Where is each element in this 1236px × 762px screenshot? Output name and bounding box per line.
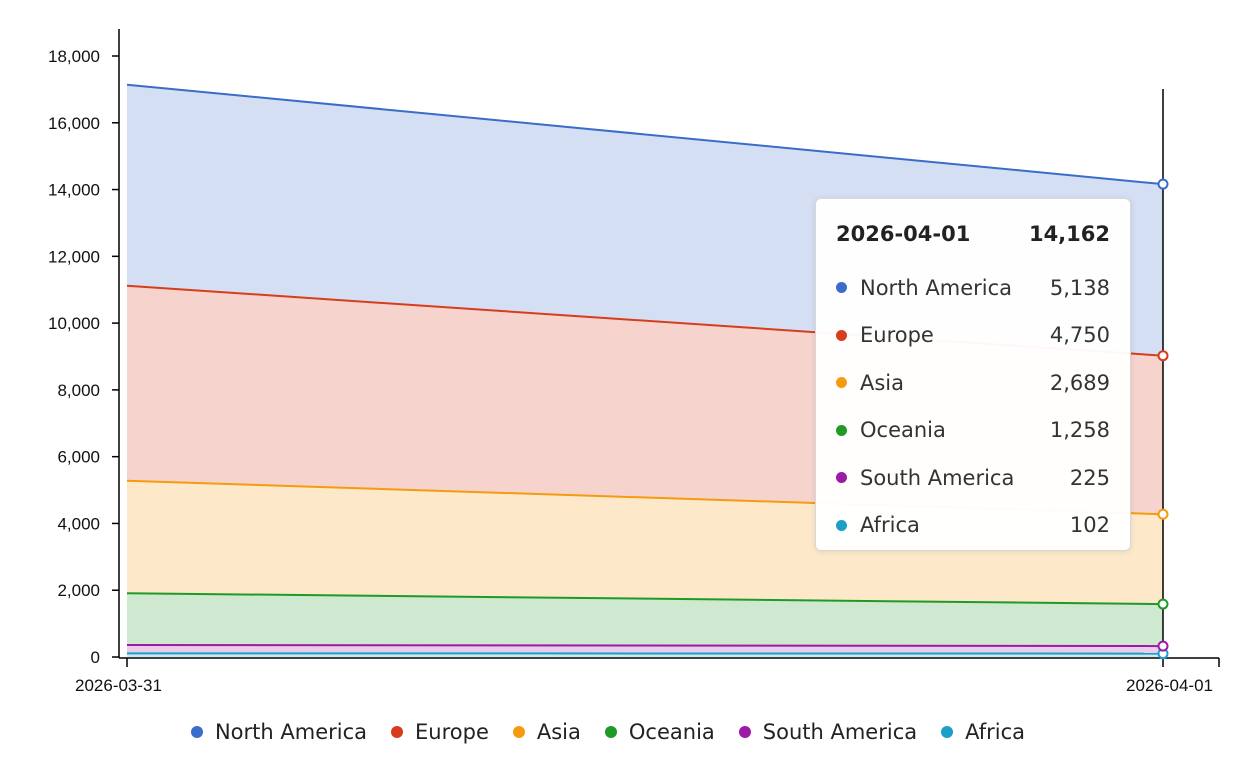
legend-label: Africa	[965, 720, 1026, 744]
tooltip-dot	[836, 472, 847, 484]
tooltip-series-name: Europe	[860, 323, 934, 348]
y-tick-label: 14,000	[48, 181, 100, 200]
legend-label: Oceania	[628, 720, 715, 744]
tooltip-total: 14,162	[1028, 222, 1110, 246]
tooltip-dot	[836, 424, 847, 436]
tooltip-series-name: Africa	[860, 513, 920, 538]
legend-dot	[604, 726, 617, 738]
tooltip-series-value: 225	[1069, 465, 1110, 490]
legend-label: Europe	[415, 720, 489, 744]
legend-label: North America	[214, 720, 368, 744]
y-tick-label: 6,000	[57, 448, 100, 467]
tooltip-series-value: 1,258	[1049, 418, 1110, 443]
legend-dot	[941, 726, 954, 738]
tooltip-row: Oceania 1,258	[836, 407, 1110, 455]
y-tick-label: 0	[91, 648, 100, 667]
legend-item[interactable]: Asia	[512, 720, 581, 744]
hover-tooltip: 2026-04-01 14,162 North America 5,138 Eu…	[815, 198, 1131, 551]
x-tick-label: 2026-04-01	[1126, 676, 1213, 695]
legend-item[interactable]: Europe	[391, 720, 489, 744]
tooltip-date: 2026-04-01	[836, 222, 971, 246]
legend-dot	[190, 726, 203, 738]
series-line	[126, 643, 1164, 648]
y-tick-label: 8,000	[57, 381, 100, 400]
hover-point	[1157, 350, 1169, 362]
y-tick-label: 16,000	[48, 114, 100, 133]
tooltip-series-name: Oceania	[860, 418, 946, 443]
legend-item[interactable]: North America	[190, 720, 368, 744]
tooltip-series-value: 102	[1069, 513, 1110, 538]
legend-label: South America	[762, 720, 918, 744]
series-line	[126, 83, 1164, 186]
chart-legend: North America Europe Asia Oceania South …	[0, 720, 1216, 744]
y-tick-label: 12,000	[48, 247, 100, 266]
legend-item[interactable]: South America	[738, 720, 918, 744]
tooltip-dot	[836, 329, 847, 341]
tooltip-dot	[836, 282, 847, 294]
tooltip-header: 2026-04-01 14,162	[836, 217, 1110, 251]
legend-item[interactable]: Oceania	[604, 720, 715, 744]
axes: 0 2,000 4,000 6,000 8,000 10,000 12,000 14,000 1…	[48, 29, 1220, 695]
area-fill	[127, 644, 1163, 654]
tooltip-row: Asia 2,689	[836, 359, 1110, 407]
tooltip-row: North America 5,138	[836, 264, 1110, 312]
hover-point	[1157, 598, 1169, 610]
tooltip-series-value: 2,689	[1049, 370, 1110, 395]
hover-crosshair	[1157, 89, 1169, 660]
tooltip-series-value: 5,138	[1049, 275, 1110, 300]
y-tick-label: 2,000	[57, 581, 100, 600]
tooltip-row: Europe 4,750	[836, 312, 1110, 360]
legend-dot	[512, 726, 525, 738]
tooltip-row: Africa 102	[836, 502, 1110, 550]
legend-dot	[738, 726, 751, 738]
tooltip-series-value: 4,750	[1049, 323, 1110, 348]
area-fill	[127, 593, 1163, 647]
legend-label: Asia	[536, 720, 581, 744]
hover-point	[1157, 178, 1169, 190]
tooltip-dot	[836, 519, 847, 531]
y-tick-label: 18,000	[48, 47, 100, 66]
tooltip-row: South America 225	[836, 454, 1110, 502]
tooltip-dot	[836, 377, 847, 389]
tooltip-series-name: Asia	[860, 370, 905, 395]
x-tick-label: 2026-03-31	[75, 676, 162, 695]
tooltip-series-name: South America	[860, 465, 1015, 490]
hover-point	[1157, 508, 1169, 520]
series-line	[126, 592, 1164, 606]
y-tick-label: 10,000	[48, 314, 100, 333]
legend-item[interactable]: Africa	[941, 720, 1025, 744]
y-tick-label: 4,000	[57, 514, 100, 533]
legend-dot	[391, 726, 404, 738]
hover-point	[1157, 640, 1169, 652]
tooltip-series-name: North America	[860, 275, 1013, 300]
